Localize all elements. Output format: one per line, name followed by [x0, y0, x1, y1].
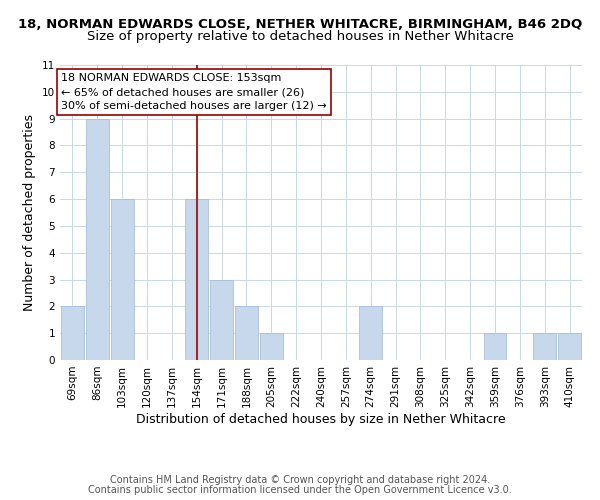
Bar — [210, 280, 233, 360]
Text: 18, NORMAN EDWARDS CLOSE, NETHER WHITACRE, BIRMINGHAM, B46 2DQ: 18, NORMAN EDWARDS CLOSE, NETHER WHITACR… — [18, 18, 582, 30]
Text: Size of property relative to detached houses in Nether Whitacre: Size of property relative to detached ho… — [86, 30, 514, 43]
Text: Contains public sector information licensed under the Open Government Licence v3: Contains public sector information licen… — [88, 485, 512, 495]
Text: 18 NORMAN EDWARDS CLOSE: 153sqm
← 65% of detached houses are smaller (26)
30% of: 18 NORMAN EDWARDS CLOSE: 153sqm ← 65% of… — [61, 73, 327, 111]
Bar — [185, 199, 208, 360]
Bar — [111, 199, 134, 360]
X-axis label: Distribution of detached houses by size in Nether Whitacre: Distribution of detached houses by size … — [136, 412, 506, 426]
Bar — [359, 306, 382, 360]
Bar — [235, 306, 258, 360]
Bar — [86, 118, 109, 360]
Bar — [260, 333, 283, 360]
Y-axis label: Number of detached properties: Number of detached properties — [23, 114, 37, 311]
Text: Contains HM Land Registry data © Crown copyright and database right 2024.: Contains HM Land Registry data © Crown c… — [110, 475, 490, 485]
Bar — [484, 333, 506, 360]
Bar — [533, 333, 556, 360]
Bar — [61, 306, 84, 360]
Bar — [558, 333, 581, 360]
